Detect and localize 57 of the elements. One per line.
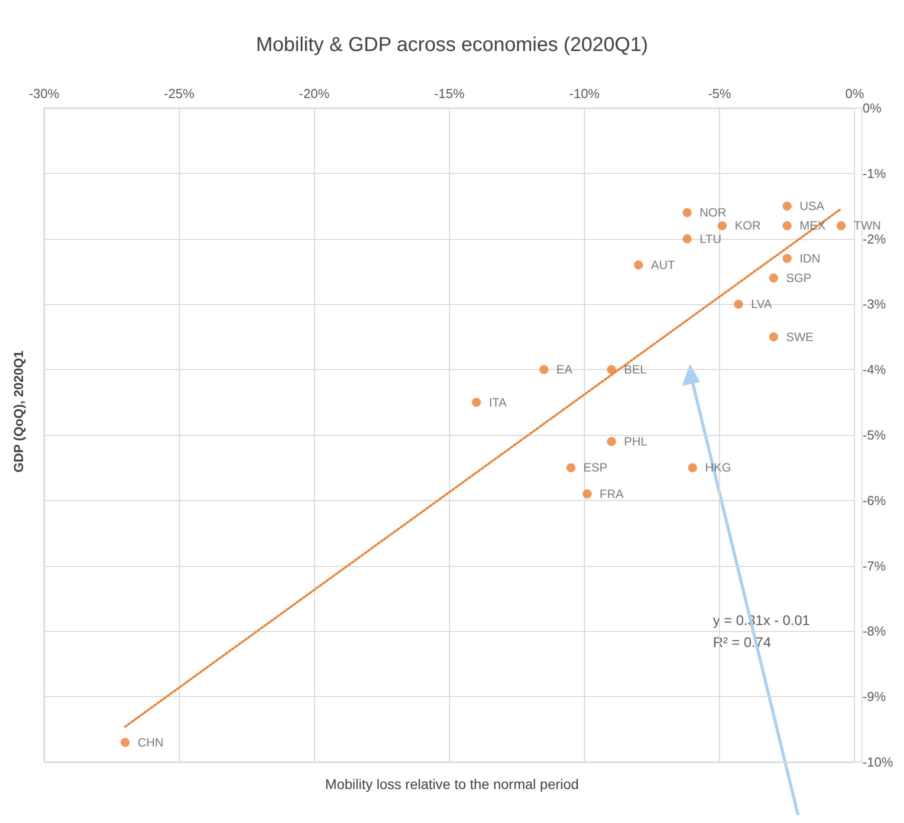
point xyxy=(718,221,727,230)
point xyxy=(782,254,792,263)
data-label: IDN xyxy=(800,251,820,266)
point xyxy=(769,274,778,283)
y-tick-label: -6% xyxy=(862,492,886,508)
point xyxy=(120,738,130,747)
point xyxy=(682,234,692,244)
data-label: EA xyxy=(556,362,572,377)
point xyxy=(566,463,576,472)
point xyxy=(634,260,643,270)
x-tick-label: -30% xyxy=(28,86,60,101)
x-tick-label: 0% xyxy=(845,86,864,101)
point xyxy=(606,437,616,446)
x-tick-label: -25% xyxy=(164,86,195,101)
point xyxy=(769,332,778,342)
x-tick-label: -20% xyxy=(299,86,330,101)
point xyxy=(782,202,792,211)
point xyxy=(682,208,692,218)
y-axis-title: GDP (QoQ), 2020Q1 xyxy=(11,350,26,473)
point xyxy=(782,221,792,230)
point xyxy=(539,365,548,374)
data-label: LTU xyxy=(700,232,722,246)
point xyxy=(734,300,743,309)
data-label: PHL xyxy=(624,434,648,449)
y-tick-label: -8% xyxy=(862,624,886,639)
chart-title: Mobility & GDP across economies (2020Q1) xyxy=(256,34,648,56)
y-tick-label: -9% xyxy=(862,689,886,704)
point xyxy=(836,221,846,230)
point xyxy=(582,489,592,498)
data-label: TWN xyxy=(854,218,881,233)
x-axis-title: Mobility loss relative to the normal period xyxy=(325,776,579,792)
x-tick-label: -5% xyxy=(708,86,732,101)
point xyxy=(472,398,481,407)
y-tick-label: -2% xyxy=(862,231,886,246)
data-label: NOR xyxy=(700,206,727,220)
y-tick-label: -10% xyxy=(862,754,894,770)
data-label: CHN xyxy=(138,735,164,750)
data-label: FRA xyxy=(600,486,624,501)
y-tick-label: 0% xyxy=(862,100,882,116)
data-label: SWE xyxy=(786,330,814,344)
y-tick-label: -4% xyxy=(862,362,886,378)
data-label: USA xyxy=(800,199,824,214)
data-label: SGP xyxy=(786,271,812,286)
data-label: AUT xyxy=(650,258,676,272)
y-tick-label: -5% xyxy=(862,428,886,442)
y-tick-label: -1% xyxy=(862,166,886,181)
data-label: ESP xyxy=(583,460,608,475)
point xyxy=(688,463,698,472)
data-label: ITA xyxy=(488,395,507,410)
y-tick-label: -3% xyxy=(862,296,886,312)
x-tick-label: -10% xyxy=(569,86,600,101)
data-label: LVA xyxy=(750,297,772,312)
y-tick-label: -7% xyxy=(862,558,886,574)
data-label: KOR xyxy=(734,218,762,233)
x-tick-label: -15% xyxy=(434,86,465,101)
data-label: BEL xyxy=(624,362,647,377)
point xyxy=(606,365,616,374)
